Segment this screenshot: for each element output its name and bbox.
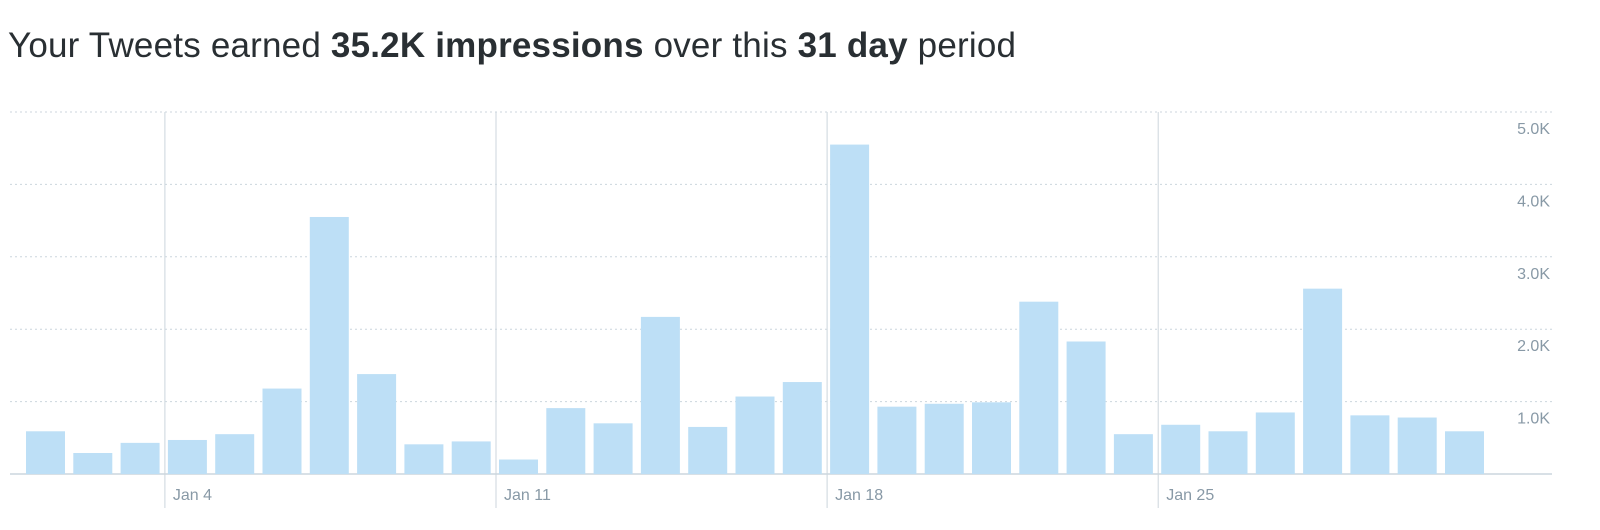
bar xyxy=(404,444,444,474)
bar xyxy=(1066,341,1106,474)
y-tick-label: 1.0K xyxy=(1517,411,1550,428)
bar xyxy=(877,406,917,474)
x-tick-label: Jan 25 xyxy=(1166,487,1214,504)
bar xyxy=(1019,301,1059,474)
bar xyxy=(1350,415,1390,474)
bar xyxy=(782,382,822,474)
bar xyxy=(1397,417,1437,474)
bar xyxy=(924,403,964,474)
bar xyxy=(262,388,302,474)
bar xyxy=(1255,412,1295,474)
tick-layer: 1.0K 2.0K 3.0K 4.0K 5.0K Jan 4 Jan 11 Jan 18 Jan… xyxy=(173,121,1550,504)
bar xyxy=(167,439,207,474)
bar-layer xyxy=(26,144,1484,475)
bar xyxy=(309,216,349,475)
bar xyxy=(972,402,1011,474)
x-tick-label: Jan 4 xyxy=(173,487,212,504)
bar xyxy=(735,396,775,474)
bar xyxy=(499,459,538,474)
y-tick-label: 3.0K xyxy=(1517,266,1550,283)
bar xyxy=(1113,434,1153,474)
bar xyxy=(593,423,633,474)
page-title: Your Tweets earned 35.2K impressions ove… xyxy=(8,26,1016,66)
title-suffix: period xyxy=(907,26,1017,65)
bar xyxy=(546,408,586,474)
bar xyxy=(451,441,491,474)
bar xyxy=(26,431,65,474)
y-tick-label: 5.0K xyxy=(1517,121,1550,138)
period-length: 31 day xyxy=(797,26,908,65)
y-tick-label: 2.0K xyxy=(1517,338,1550,355)
bar xyxy=(73,453,113,474)
x-tick-label: Jan 18 xyxy=(835,487,883,504)
bar xyxy=(1161,424,1201,474)
impressions-total: 35.2K impressions xyxy=(330,26,644,65)
title-middle: over this xyxy=(643,26,798,65)
title-prefix: Your Tweets earned xyxy=(8,26,331,65)
bar xyxy=(1303,288,1343,474)
bar xyxy=(357,374,397,474)
bar xyxy=(120,442,160,474)
bar xyxy=(640,316,680,474)
y-tick-label: 4.0K xyxy=(1517,193,1550,210)
bar xyxy=(1208,431,1248,474)
bar xyxy=(688,426,728,474)
x-tick-label: Jan 11 xyxy=(504,487,551,504)
bar xyxy=(215,434,255,474)
bar xyxy=(830,144,870,474)
bar xyxy=(1445,431,1484,474)
